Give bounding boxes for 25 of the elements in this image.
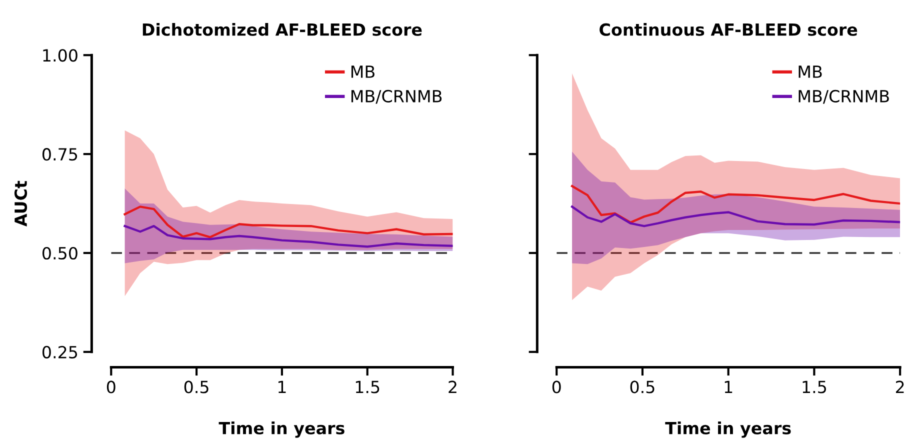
- y-axis-title: AUCt: [14, 180, 28, 226]
- line-series: [124, 224, 453, 248]
- x-tick-label: 1: [724, 380, 732, 394]
- x-tick-label: 2: [448, 380, 456, 394]
- x-tick-label: 0.5: [630, 380, 654, 394]
- y-tick-label: 0.75: [42, 148, 78, 161]
- x-tick-label: 0: [106, 380, 116, 394]
- x-axis-title: Time in years: [218, 422, 344, 438]
- y-tick-label: 1.00: [43, 49, 78, 62]
- chart-title: Dichotomized AF-BLEED score: [142, 23, 422, 36]
- x-axis-title: Time in years: [665, 422, 791, 438]
- legend-label: MB/CRNMB: [798, 90, 889, 104]
- x-tick-label: 0.5: [184, 380, 208, 394]
- legend-label: MB: [798, 66, 822, 78]
- y-tick-label: 0.50: [42, 246, 78, 260]
- x-tick-label: 0: [552, 380, 561, 394]
- x-tick-label: 2: [896, 380, 904, 394]
- chart-title: Continuous AF-BLEED score: [600, 23, 858, 36]
- x-tick-label: 1.5: [356, 380, 380, 394]
- line-series: [124, 206, 453, 238]
- x-tick-label: 1: [278, 380, 286, 394]
- legend-label: MB/CRNMB: [351, 90, 442, 104]
- legend-label: MB: [351, 66, 374, 78]
- y-tick-label: 0.25: [42, 346, 78, 358]
- x-tick-label: 1.5: [802, 380, 826, 394]
